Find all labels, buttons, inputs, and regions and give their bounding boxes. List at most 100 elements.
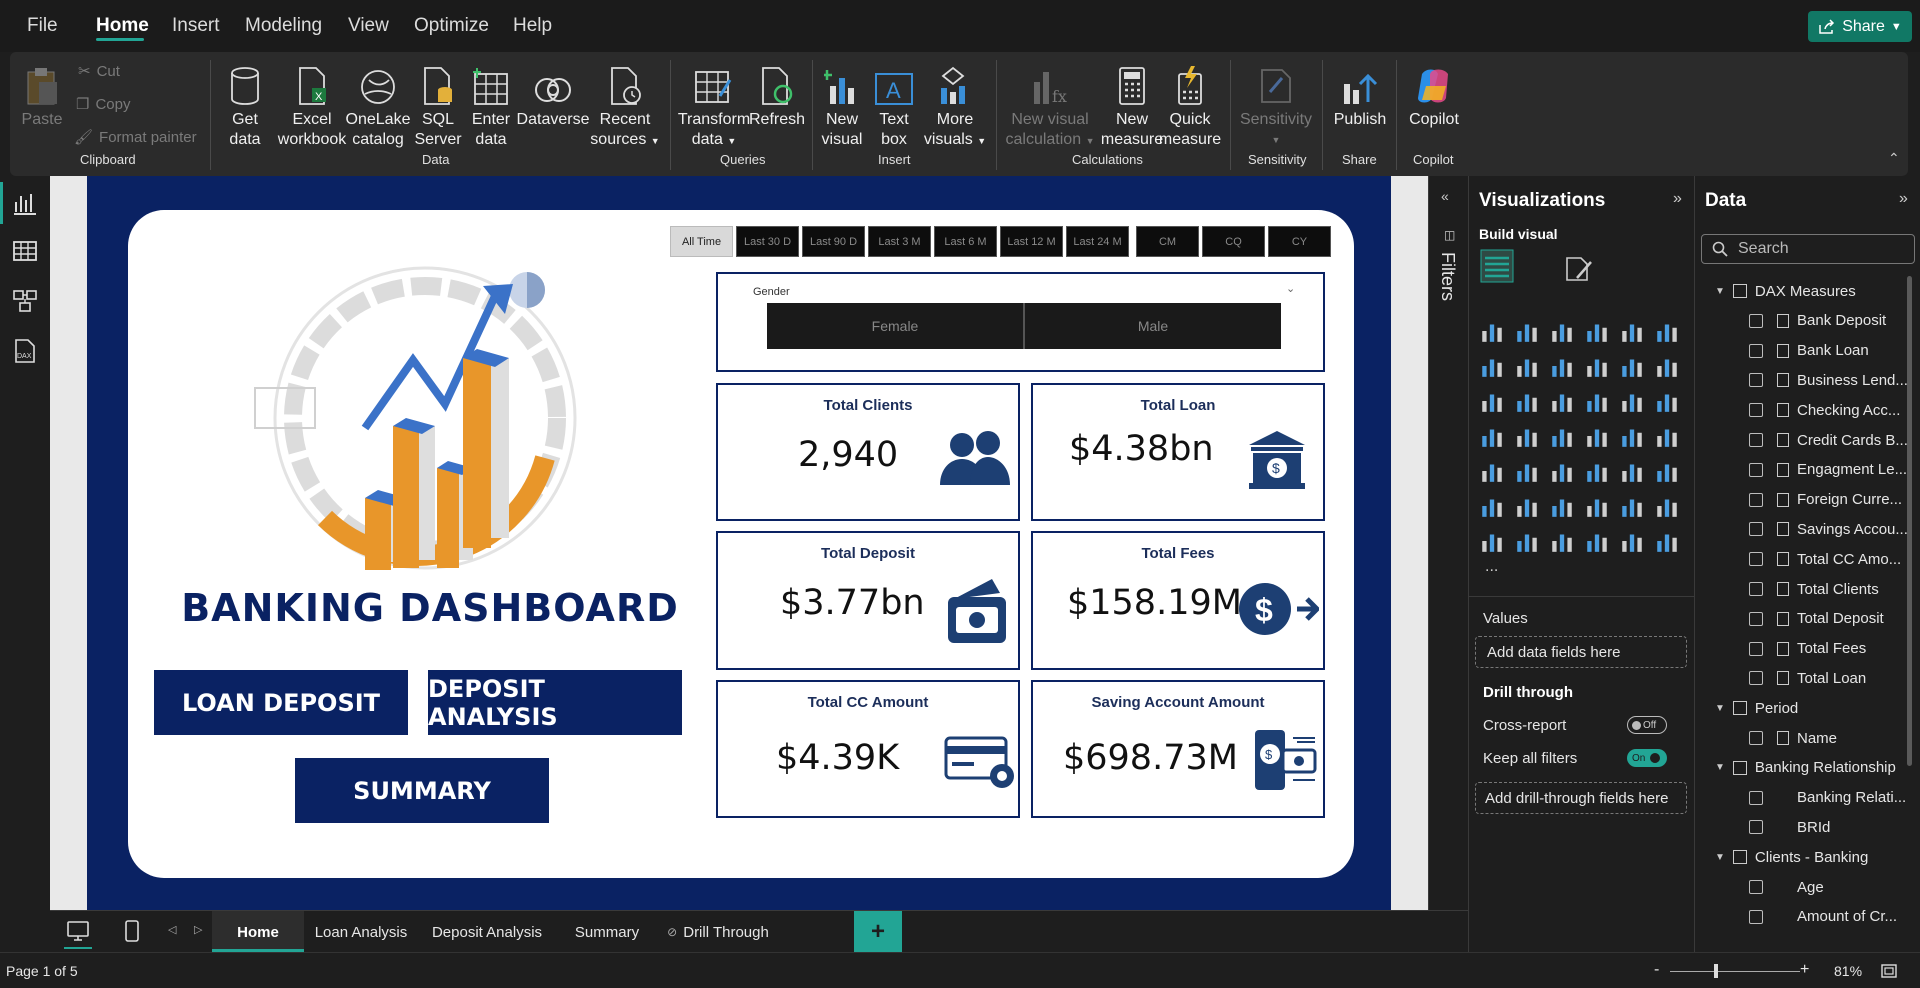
table-node[interactable]: ▼ Period: [1715, 699, 1799, 717]
transform-data-button[interactable]: Transform data ▼: [670, 62, 758, 151]
time-filter-option[interactable]: Last 3 M: [868, 226, 931, 257]
field-checkbox[interactable]: [1749, 731, 1763, 745]
mobile-layout-icon[interactable]: [122, 919, 142, 943]
new-measure-button[interactable]: New measure: [1101, 62, 1163, 150]
time-filter-option[interactable]: Last 30 D: [736, 226, 799, 257]
expand-right-icon[interactable]: »: [1673, 190, 1682, 207]
field-item[interactable]: Foreign Curre...: [1749, 489, 1902, 511]
new-visual-calculation-button[interactable]: fx New visual calculation ▼: [1002, 62, 1098, 151]
field-item[interactable]: Bank Deposit: [1749, 310, 1886, 332]
table-node[interactable]: ▼ Clients - Banking: [1715, 848, 1869, 866]
field-item[interactable]: Business Lend...: [1749, 369, 1908, 391]
multi-row-card-icon[interactable]: [1479, 458, 1505, 484]
field-item[interactable]: BRId: [1749, 816, 1830, 838]
field-checkbox[interactable]: [1749, 671, 1763, 686]
loan-deposit-button[interactable]: LOAN DEPOSIT: [154, 670, 408, 735]
key-influencers-icon[interactable]: [1514, 493, 1540, 519]
desktop-layout-icon[interactable]: [66, 919, 90, 943]
kpi-icon[interactable]: [1514, 458, 1540, 484]
zoom-in-button[interactable]: +: [1800, 961, 1810, 978]
chevron-down-icon[interactable]: ⌄: [1286, 283, 1296, 295]
gender-option-female[interactable]: Female: [767, 303, 1025, 349]
page-tab-loan-analysis[interactable]: Loan Analysis: [314, 923, 408, 941]
values-drop-zone[interactable]: Add data fields here: [1475, 636, 1687, 668]
expand-right-icon[interactable]: »: [1899, 190, 1908, 207]
field-checkbox[interactable]: [1749, 313, 1763, 328]
gauge-icon[interactable]: [1619, 423, 1645, 449]
power-apps-icon[interactable]: [1514, 528, 1540, 554]
decomposition-tree-icon[interactable]: [1549, 493, 1575, 519]
field-item[interactable]: Amount of Cr...: [1749, 906, 1897, 928]
collapse-ribbon-icon[interactable]: ⌃: [1888, 150, 1900, 166]
menu-file[interactable]: File: [27, 15, 58, 36]
cut-button[interactable]: ✂ Cut: [78, 62, 120, 81]
zoom-slider[interactable]: [1670, 971, 1800, 972]
donut-chart-icon[interactable]: [1654, 388, 1680, 414]
page-tab-drill-through[interactable]: ⊘ Drill Through: [667, 923, 769, 941]
field-checkbox[interactable]: [1749, 522, 1763, 537]
field-checkbox[interactable]: [1749, 462, 1763, 477]
table-icon[interactable]: [1584, 458, 1610, 484]
field-checkbox[interactable]: [1749, 790, 1763, 805]
100-stacked-area-chart-icon[interactable]: [1584, 353, 1610, 379]
scrollbar[interactable]: [1907, 276, 1912, 766]
line-stacked-column-chart-icon[interactable]: [1619, 353, 1645, 379]
field-item[interactable]: Total Clients: [1749, 578, 1879, 600]
zoom-slider-thumb[interactable]: [1714, 964, 1718, 978]
field-item[interactable]: Engagment Le...: [1749, 459, 1907, 481]
time-filter-option[interactable]: CM: [1136, 226, 1199, 257]
model-view-icon[interactable]: [12, 288, 38, 314]
100-stacked-column-chart-icon[interactable]: [1654, 318, 1680, 344]
matrix-icon[interactable]: [1619, 458, 1645, 484]
table-view-icon[interactable]: [12, 238, 38, 264]
time-filter-option[interactable]: Last 12 M: [1000, 226, 1063, 257]
collapse-left-icon[interactable]: «: [1441, 188, 1449, 204]
field-item[interactable]: Checking Acc...: [1749, 399, 1900, 421]
fabric-icon[interactable]: [1619, 528, 1645, 554]
sql-server-button[interactable]: SQL Server: [414, 62, 462, 150]
keep-all-filters-toggle[interactable]: On: [1627, 749, 1667, 767]
menu-view[interactable]: View: [348, 15, 389, 36]
time-filter-option[interactable]: CY: [1268, 226, 1331, 257]
format-painter-button[interactable]: 🖌 Format painter: [74, 128, 197, 147]
dax-query-view-icon[interactable]: DAX: [12, 338, 38, 364]
share-button[interactable]: Share ▼: [1808, 11, 1912, 42]
time-filter-option[interactable]: CQ: [1202, 226, 1265, 257]
time-filter-option[interactable]: Last 24 M: [1066, 226, 1129, 257]
field-item[interactable]: Name: [1749, 727, 1837, 749]
arcgis-map-icon[interactable]: [1584, 528, 1610, 554]
line-clustered-column-chart-icon[interactable]: [1654, 353, 1680, 379]
paste-button[interactable]: Paste: [22, 62, 62, 130]
table-node[interactable]: ▼ DAX Measures: [1715, 282, 1856, 300]
power-automate-icon[interactable]: [1549, 528, 1575, 554]
clustered-column-chart-icon[interactable]: [1584, 318, 1610, 344]
line-chart-icon[interactable]: [1479, 353, 1505, 379]
previous-page-icon[interactable]: ◁: [168, 924, 177, 936]
table-node[interactable]: ▼ Banking Relationship: [1715, 759, 1896, 777]
excel-workbook-button[interactable]: X Excel workbook: [278, 62, 346, 150]
time-filter-option[interactable]: Last 6 M: [934, 226, 997, 257]
field-checkbox[interactable]: [1749, 492, 1763, 507]
more-visuals-ellipsis[interactable]: ...: [1485, 558, 1499, 575]
field-checkbox[interactable]: [1749, 820, 1763, 835]
format-visual-tab-icon[interactable]: [1563, 254, 1595, 284]
field-checkbox[interactable]: [1749, 552, 1763, 567]
field-item[interactable]: Total Deposit: [1749, 608, 1884, 630]
ribbon-chart-icon[interactable]: [1479, 388, 1505, 414]
field-item[interactable]: Savings Accou...: [1749, 518, 1908, 540]
more-apps-icon[interactable]: [1654, 528, 1680, 554]
field-item[interactable]: Bank Loan: [1749, 340, 1869, 362]
field-checkbox[interactable]: [1749, 909, 1763, 924]
slicer-icon[interactable]: [1549, 458, 1575, 484]
field-checkbox[interactable]: [1749, 373, 1763, 388]
metrics-icon[interactable]: [1654, 493, 1680, 519]
field-checkbox[interactable]: [1749, 880, 1763, 894]
deposit-analysis-button[interactable]: DEPOSIT ANALYSIS: [428, 670, 682, 735]
stacked-area-chart-icon[interactable]: [1549, 353, 1575, 379]
menu-help[interactable]: Help: [513, 15, 553, 36]
smart-narrative-icon[interactable]: [1619, 493, 1645, 519]
field-checkbox[interactable]: [1749, 403, 1763, 418]
text-box-button[interactable]: A Text box: [872, 62, 916, 150]
menu-home[interactable]: Home: [96, 15, 149, 36]
qa-icon[interactable]: [1584, 493, 1610, 519]
